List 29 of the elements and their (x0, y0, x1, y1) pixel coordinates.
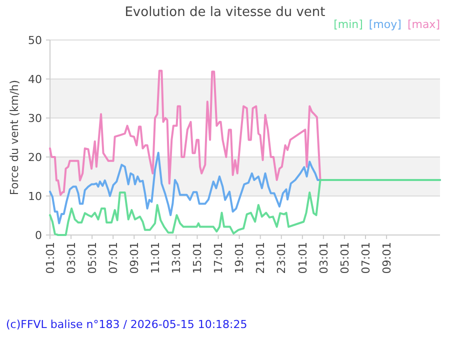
x-tick-label: 11:01 (149, 242, 162, 274)
x-tick-label: 07:01 (106, 242, 120, 274)
x-tick-label: 13:01 (170, 242, 184, 274)
chart-title: Evolution de la vitesse du vent (124, 5, 326, 20)
y-axis-title: Force du vent (km/h) (8, 80, 21, 196)
x-tick-label: 03:01 (64, 242, 78, 274)
x-tick-label: 09:01 (380, 242, 394, 274)
x-tick-label: 21:01 (254, 242, 268, 274)
x-tick-label: 05:01 (338, 242, 352, 274)
text: [moy] (368, 18, 402, 31)
text: [max] (407, 18, 440, 31)
y-tick-label: 50 (28, 34, 42, 47)
text: [min] (334, 18, 363, 31)
x-tick-label: 03:01 (317, 242, 330, 274)
x-tick-label: 23:01 (275, 242, 288, 274)
y-tick-label: 30 (28, 112, 42, 125)
x-tick-label: 05:01 (86, 242, 99, 274)
x-tick-label: 01:01 (44, 242, 57, 274)
text: (c)FFVL balise n°183 / 2026-05-15 10:18:25 (6, 318, 248, 331)
x-tick-label: 17:01 (212, 242, 226, 274)
y-tick-label: 10 (28, 190, 42, 203)
x-tick-label: 09:01 (128, 242, 141, 274)
x-tick-label: 07:01 (359, 242, 372, 274)
x-tick-label: 15:01 (191, 242, 204, 274)
x-tick-label: 19:01 (233, 242, 246, 274)
y-tick-label: 0 (35, 228, 42, 242)
x-tick-label: 01:01 (296, 242, 310, 274)
y-tick-label: 20 (28, 150, 42, 164)
y-tick-label: 40 (28, 72, 42, 86)
